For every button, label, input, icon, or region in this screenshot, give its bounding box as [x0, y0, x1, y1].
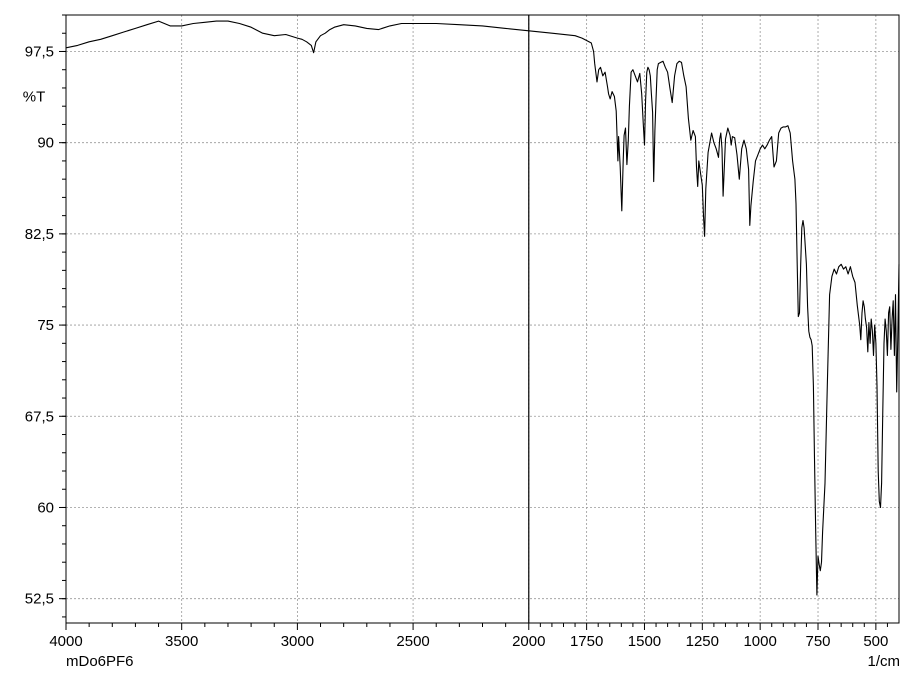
x-tick-label: 3500: [165, 633, 198, 650]
plot-frame: [65, 14, 900, 624]
y-axis-label: %T: [23, 88, 46, 105]
y-tick-label: 82,5: [25, 226, 54, 243]
x-axis-unit-label: 1/cm: [867, 653, 900, 670]
x-tick-label: 3000: [281, 633, 314, 650]
sample-name-label: mDo6PF6: [66, 653, 134, 670]
x-tick-label: 2500: [396, 633, 429, 650]
x-tick-label: 750: [805, 633, 830, 650]
y-axis: 97,5 90 82,5 75 67,5 60 52,5: [25, 14, 66, 618]
y-tick-label: 60: [37, 499, 54, 516]
x-tick-label: 4000: [49, 633, 82, 650]
spectrum-line: [65, 20, 900, 596]
y-tick-label: 97,5: [25, 43, 54, 60]
y-tick-label: 52,5: [25, 591, 54, 608]
x-tick-label: 500: [863, 633, 888, 650]
x-tick-label: 2000: [512, 633, 545, 650]
x-tick-label: 1750: [570, 633, 603, 650]
x-axis: 4000 3500 3000 2500 2000 1750 1500 1250 1000 750 5…: [49, 623, 888, 650]
y-tick-label: 90: [37, 135, 54, 152]
x-tick-label: 1500: [628, 633, 661, 650]
y-tick-label: 75: [37, 317, 54, 334]
grid-lines: [66, 15, 899, 623]
y-tick-label: 67,5: [25, 408, 54, 425]
x-tick-label: 1000: [743, 633, 776, 650]
x-tick-label: 1250: [686, 633, 719, 650]
